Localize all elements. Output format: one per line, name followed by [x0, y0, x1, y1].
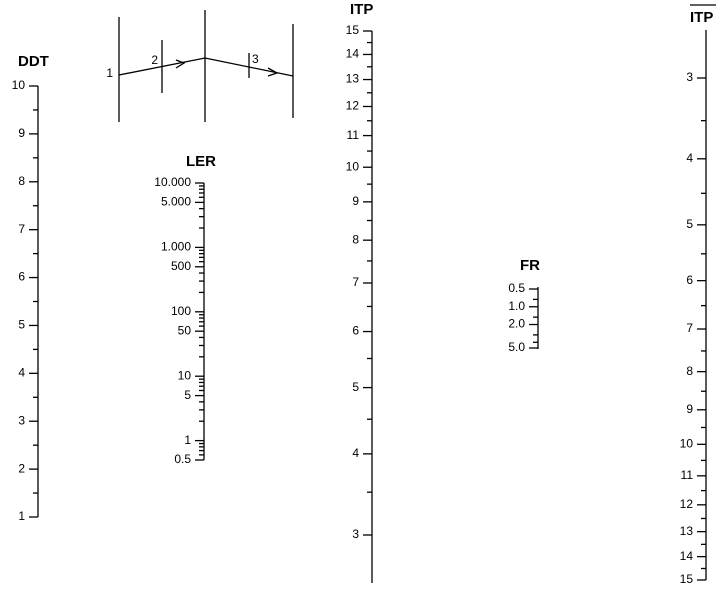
tick-label: 12 [680, 497, 694, 511]
tick-label: 0.5 [508, 281, 525, 295]
tick-label: 4 [352, 446, 359, 460]
tick-label: 5 [352, 380, 359, 394]
scale-title: ITP [350, 1, 373, 18]
tick-label: 15 [680, 572, 694, 586]
tick-label: 3 [686, 70, 693, 84]
key-line [118, 57, 294, 77]
tick-label: 8 [352, 232, 359, 246]
tick-label: 14 [680, 549, 694, 563]
tick-label: 10.000 [154, 175, 191, 189]
tick-label: 11 [347, 128, 360, 142]
tick-label: 1.0 [508, 299, 525, 313]
key-label: 3 [252, 52, 259, 66]
tick-label: 13 [680, 524, 694, 538]
tick-label: 12 [346, 99, 360, 113]
key-label: 1 [106, 66, 113, 80]
tick-label: 8 [18, 174, 25, 188]
tick-label: 9 [18, 126, 25, 140]
tick-label: 10 [346, 159, 360, 173]
tick-label: 2 [18, 461, 25, 475]
tick-label: 6 [18, 270, 25, 284]
key-label: 2 [151, 53, 158, 67]
tick-label: 4 [18, 366, 25, 380]
tick-label: 13 [346, 72, 360, 86]
tick-label: 10 [680, 436, 694, 450]
tick-label: 5 [686, 217, 693, 231]
tick-label: 4 [686, 151, 693, 165]
tick-label: 10 [178, 368, 192, 382]
tick-label: 6 [352, 324, 359, 338]
tick-label: 5.0 [508, 340, 525, 354]
scale-title: DDT [18, 53, 49, 70]
tick-label: 3 [18, 413, 25, 427]
tick-label: 9 [686, 402, 693, 416]
tick-label: 3 [352, 527, 359, 541]
arrow [175, 59, 186, 69]
arrow [267, 67, 279, 77]
tick-label: 8 [686, 364, 693, 378]
tick-label: 7 [352, 275, 359, 289]
tick-label: 1 [18, 509, 25, 523]
tick-label: 6 [686, 273, 693, 287]
tick-label: 10 [12, 78, 26, 92]
scale-title: FR [520, 257, 540, 274]
tick-label: 11 [681, 468, 694, 482]
tick-label: 2.0 [508, 317, 525, 331]
tick-label: 1.000 [161, 240, 191, 254]
tick-label: 7 [686, 321, 693, 335]
tick-label: 500 [171, 259, 191, 273]
tick-label: 14 [346, 47, 360, 61]
tick-label: 1 [184, 433, 191, 447]
tick-label: 9 [352, 194, 359, 208]
tick-label: 50 [178, 323, 192, 337]
tick-label: 5 [184, 388, 191, 402]
tick-label: 5 [18, 318, 25, 332]
tick-label: 0.5 [174, 452, 191, 466]
tick-label: 100 [171, 304, 191, 318]
scale-title: ITP [690, 9, 713, 26]
tick-label: 5.000 [161, 195, 191, 209]
key-diagram: 1 2 3 [106, 10, 294, 122]
tick-label: 7 [18, 222, 25, 236]
tick-label: 15 [346, 23, 360, 37]
scale-title: LER [186, 153, 216, 170]
